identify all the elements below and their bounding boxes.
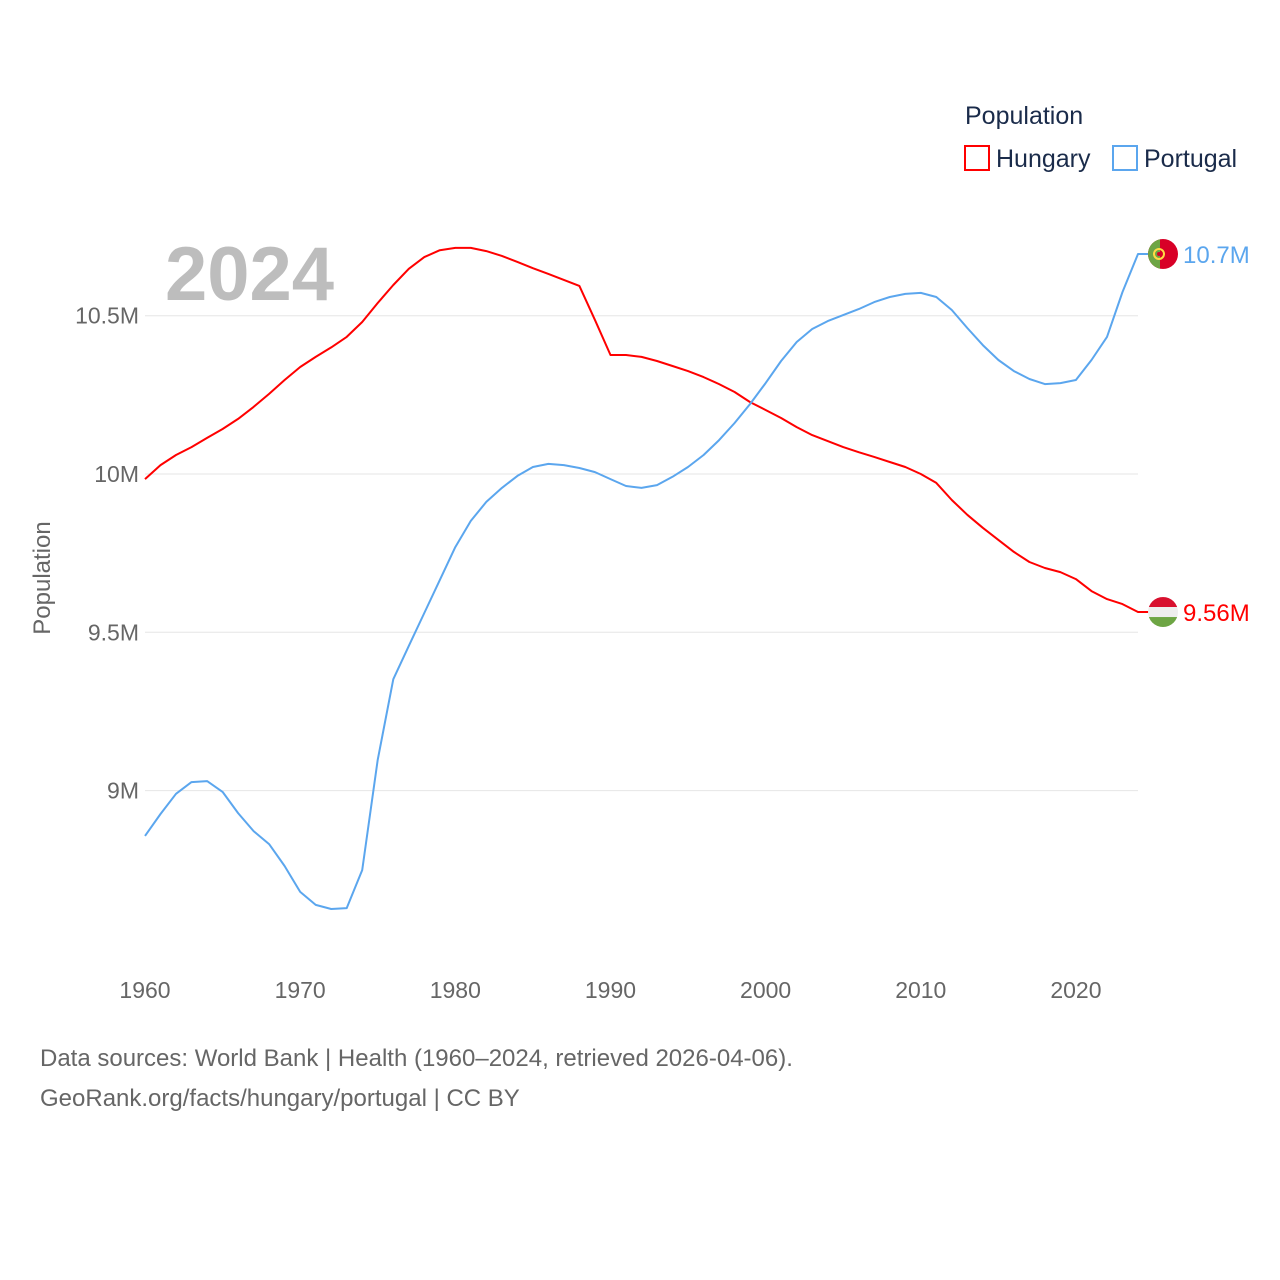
footer-attribution[interactable]: GeoRank.org/facts/hungary/portugal | CC … — [40, 1085, 520, 1112]
series-lines — [144, 246, 1150, 910]
footer-sources: Data sources: World Bank | Health (1960–… — [40, 1045, 793, 1072]
legend: Population Hungary Portugal — [964, 102, 1237, 173]
y-tick-label: 9M — [107, 778, 139, 804]
x-tick-label: 1970 — [275, 977, 326, 1003]
y-tick-label: 10.5M — [75, 303, 139, 329]
x-tick-label: 1980 — [430, 977, 481, 1003]
year-label: 2024 — [165, 232, 334, 317]
x-tick-label: 1990 — [585, 977, 636, 1003]
legend-item-portugal[interactable]: Portugal — [1112, 145, 1237, 173]
end-label-hungary: 9.56M — [1183, 600, 1250, 627]
y-tick-label: 9.5M — [88, 619, 139, 645]
portugal-flag-icon — [1148, 238, 1178, 269]
y-axis-ticks: 9M 9.5M 10M 10.5M — [75, 303, 139, 804]
x-tick-label: 2010 — [895, 977, 946, 1003]
legend-swatch-portugal — [1112, 145, 1138, 171]
series-line-portugal — [144, 253, 1150, 910]
end-label-portugal: 10.7M — [1183, 242, 1250, 269]
y-axis-label: Population — [29, 521, 56, 634]
legend-item-hungary[interactable]: Hungary — [964, 145, 1091, 173]
grid-lines — [145, 315, 1138, 792]
x-tick-label: 2020 — [1050, 977, 1101, 1003]
x-axis-ticks: 1960 1970 1980 1990 2000 2010 2020 — [119, 977, 1101, 1003]
legend-swatch-hungary — [964, 145, 990, 171]
x-tick-label: 1960 — [119, 977, 170, 1003]
end-labels: 9.56M 10.7M — [1148, 238, 1250, 628]
legend-title: Population — [965, 102, 1083, 130]
y-tick-label: 10M — [94, 461, 139, 487]
series-line-hungary — [144, 246, 1150, 613]
x-tick-label: 2000 — [740, 977, 791, 1003]
hungary-flag-icon — [1148, 597, 1178, 628]
legend-label-hungary: Hungary — [996, 145, 1091, 173]
legend-label-portugal: Portugal — [1144, 145, 1237, 173]
